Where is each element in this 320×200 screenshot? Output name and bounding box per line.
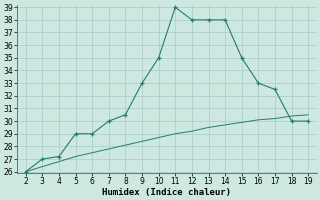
X-axis label: Humidex (Indice chaleur): Humidex (Indice chaleur) — [102, 188, 231, 197]
